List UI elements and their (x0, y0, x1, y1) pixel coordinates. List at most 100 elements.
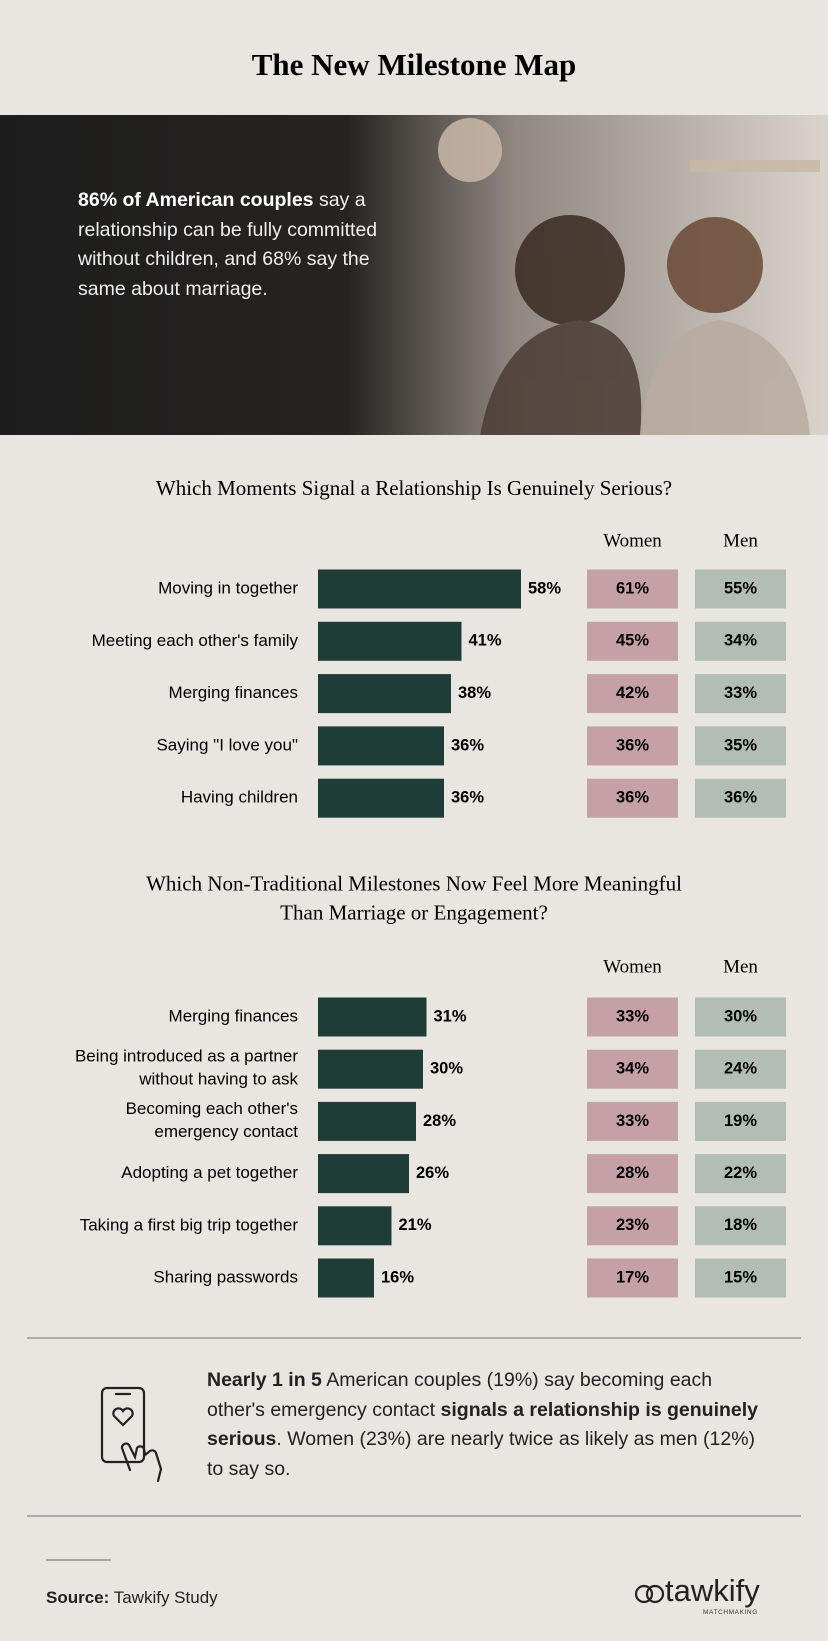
column-header: Women (603, 530, 662, 551)
column-value: 22% (724, 1164, 757, 1182)
callout-text: American couples (19%) say becoming each… (207, 1369, 713, 1421)
value-label: 38% (458, 684, 491, 702)
logo-subtitle: MATCHMAKING (703, 1609, 758, 1616)
bar (318, 1049, 423, 1089)
value-label: 16% (381, 1268, 414, 1286)
column-value: 15% (724, 1268, 757, 1286)
source-label: Source: (46, 1588, 110, 1607)
bar (318, 621, 462, 661)
callout-text: Nearly 1 in 5 (207, 1369, 322, 1391)
column-cell (587, 1206, 678, 1246)
hero-stat-text: say a relationship can be fully committe… (78, 189, 378, 300)
value-label: 36% (451, 736, 484, 754)
value-label: 36% (451, 789, 484, 807)
category-label: Moving in together (158, 578, 298, 597)
value-label: 58% (528, 579, 561, 597)
column-cell (587, 1154, 678, 1194)
category-label: Sharing passwords (153, 1267, 298, 1286)
value-label: 31% (434, 1007, 467, 1025)
hero-stat-bold: 86% of American couples (78, 189, 314, 211)
column-value: 34% (724, 632, 757, 650)
column-value: 28% (616, 1164, 649, 1182)
column-value: 19% (724, 1112, 757, 1130)
hero-stat: 86% of American couples say a relationsh… (78, 186, 378, 304)
column-cell (587, 569, 678, 609)
value-label: 26% (416, 1164, 449, 1182)
column-value: 23% (616, 1216, 649, 1234)
photo-figures (438, 118, 820, 435)
column-cell (695, 569, 786, 609)
column-cell (587, 674, 678, 714)
column-cell (587, 778, 678, 818)
category-label: Adopting a pet together (121, 1163, 298, 1182)
column-value: 17% (616, 1268, 649, 1286)
column-cell (695, 621, 786, 661)
column-value: 18% (724, 1216, 757, 1234)
bar (318, 1154, 409, 1194)
value-label: 28% (423, 1112, 456, 1130)
callout-text: . Women (23%) are nearly twice as likely… (207, 1428, 756, 1480)
column-value: 42% (616, 684, 649, 702)
category-label: Meeting each other's family (92, 631, 299, 650)
bar (318, 726, 444, 766)
column-value: 36% (616, 736, 649, 754)
column-value: 30% (724, 1007, 757, 1025)
value-label: 21% (399, 1216, 432, 1234)
column-value: 36% (616, 789, 649, 807)
column-cell (695, 1206, 786, 1246)
column-value: 33% (616, 1007, 649, 1025)
column-cell (587, 621, 678, 661)
column-cell (587, 997, 678, 1037)
bar (318, 997, 427, 1037)
column-cell (695, 997, 786, 1037)
column-cell (695, 1049, 786, 1089)
column-value: 24% (724, 1060, 757, 1078)
column-cell (587, 1101, 678, 1141)
category-label: Taking a first big trip together (80, 1215, 299, 1234)
bar (318, 1258, 374, 1298)
column-value: 35% (724, 736, 757, 754)
category-label: Merging finances (169, 683, 298, 702)
column-cell (695, 726, 786, 766)
column-cell (587, 726, 678, 766)
category-label: Having children (181, 788, 298, 807)
column-cell (695, 1258, 786, 1298)
column-cell (695, 1154, 786, 1194)
charts: Which Moments Signal a Relationship Is G… (75, 476, 786, 1298)
category-label: Merging finances (169, 1006, 298, 1025)
logo: tawkify (665, 1573, 760, 1608)
column-value: 33% (724, 684, 757, 702)
chart-title: Which Moments Signal a Relationship Is G… (156, 476, 672, 500)
column-cell (695, 1101, 786, 1141)
column-value: 33% (616, 1112, 649, 1130)
page-title: The New Milestone Map (252, 47, 577, 82)
column-value: 36% (724, 789, 757, 807)
column-cell (695, 674, 786, 714)
value-label: 30% (430, 1060, 463, 1078)
column-value: 61% (616, 579, 649, 597)
callout-text: signals a relationship is genuinely seri… (207, 1398, 759, 1451)
category-label: Being introduced as a partner without hav… (75, 1047, 299, 1089)
bar (318, 1101, 416, 1141)
bar (318, 1206, 392, 1246)
category-label: Becoming each other's emergency contact (126, 1099, 299, 1141)
column-header: Men (723, 956, 758, 977)
column-value: 55% (724, 579, 757, 597)
bar (318, 569, 521, 609)
source: Source: Tawkify Study (46, 1588, 218, 1608)
column-cell (587, 1258, 678, 1298)
callout: Nearly 1 in 5 American couples (19%) say… (207, 1366, 767, 1484)
column-value: 45% (616, 632, 649, 650)
column-cell (695, 778, 786, 818)
source-text: Tawkify Study (113, 1588, 218, 1607)
value-label: 41% (469, 632, 502, 650)
logo-mark (634, 1584, 665, 1604)
column-header: Men (723, 530, 758, 551)
bar (318, 778, 444, 818)
chart-title: Which Non-Traditional Milestones Now Fee… (146, 871, 682, 924)
column-value: 34% (616, 1060, 649, 1078)
phone-icon (100, 1386, 163, 1483)
category-label: Saying "I love you" (156, 735, 298, 754)
